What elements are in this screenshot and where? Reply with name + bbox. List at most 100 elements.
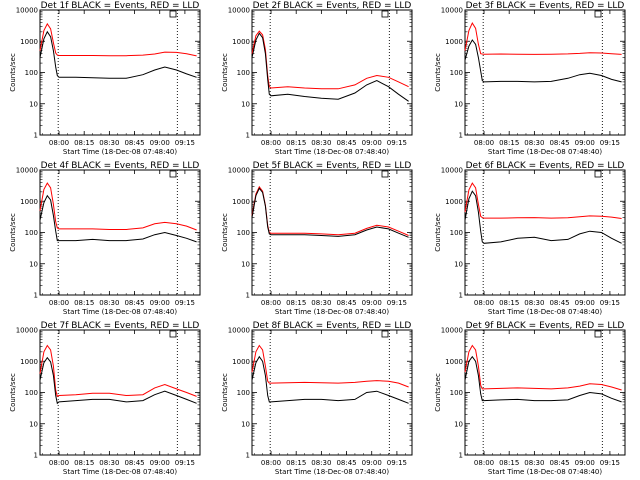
- x-tick-label: 08:00: [261, 139, 281, 147]
- series-events-line: [464, 39, 622, 83]
- panel-title: Det 1f BLACK = Events, RED = LLD: [41, 1, 200, 11]
- x-tick-label: 08:45: [124, 139, 144, 147]
- x-axis-label: Start Time (18-Dec-08 07:48:40): [275, 148, 389, 156]
- x-tick-label: 08:30: [524, 299, 544, 307]
- y-tick-label: 100: [237, 229, 250, 237]
- y-tick-label: 10000: [441, 167, 463, 175]
- x-tick-label: 08:30: [311, 299, 331, 307]
- y-tick-label: 10000: [228, 327, 250, 335]
- x-tick-label: 08:15: [74, 459, 94, 467]
- x-tick-label: 08:15: [74, 299, 94, 307]
- x-tick-label: 08:30: [311, 139, 331, 147]
- plot-frame: [251, 9, 413, 136]
- series-lld-line: [464, 22, 622, 55]
- panel-marker-box: [169, 170, 177, 178]
- y-tick-label: 10: [241, 260, 250, 268]
- x-tick-label: 08:00: [49, 459, 69, 467]
- panel-6: Det 6f BLACK = Events, RED = LLD 1 10 100 10…: [434, 161, 626, 316]
- x-tick-label: 08:15: [286, 139, 306, 147]
- y-axis-label: Counts/sec: [434, 213, 442, 252]
- x-tick-label: 08:00: [49, 299, 69, 307]
- x-tick-label: 09:00: [575, 139, 595, 147]
- x-tick-label: 08:45: [124, 459, 144, 467]
- y-tick-label: 10000: [16, 7, 38, 15]
- x-tick-label: 08:00: [474, 299, 494, 307]
- x-axis-label: Start Time (18-Dec-08 07:48:40): [488, 148, 602, 156]
- panel-marker-box: [594, 170, 602, 178]
- y-tick-label: 1: [34, 132, 38, 140]
- panel-marker-box: [594, 330, 602, 338]
- panel-marker-box: [594, 10, 602, 18]
- x-tick-label: 08:45: [549, 299, 569, 307]
- series-lld-line: [39, 182, 197, 231]
- y-tick-label: 100: [237, 389, 250, 397]
- y-tick-label: 1: [459, 452, 463, 460]
- panel-marker-box: [169, 10, 177, 18]
- x-tick-label: 08:45: [549, 459, 569, 467]
- series-lld-line: [39, 22, 197, 57]
- series-events-line: [464, 190, 622, 244]
- x-tick-label: 08:30: [99, 459, 119, 467]
- y-tick-label: 10000: [441, 327, 463, 335]
- y-tick-label: 10: [29, 420, 38, 428]
- x-tick-label: 09:15: [387, 139, 407, 147]
- x-tick-label: 09:15: [175, 299, 195, 307]
- x-axis-label: Start Time (18-Dec-08 07:48:40): [275, 308, 389, 316]
- x-tick-label: 08:45: [124, 299, 144, 307]
- series-events-line: [464, 355, 622, 403]
- y-tick-label: 1: [246, 292, 250, 300]
- plot-frame: [251, 169, 413, 296]
- y-axis-label: Counts/sec: [221, 373, 229, 412]
- series-events-line: [251, 355, 409, 404]
- panel-7: Det 7f BLACK = Events, RED = LLD 1 10 100 10…: [9, 321, 201, 476]
- x-tick-label: 09:00: [362, 459, 382, 467]
- y-tick-label: 10000: [16, 167, 38, 175]
- x-tick-label: 08:30: [311, 459, 331, 467]
- y-tick-label: 1000: [232, 358, 250, 366]
- plot-frame: [39, 169, 201, 296]
- y-tick-label: 100: [25, 229, 38, 237]
- panel-marker-box: [381, 170, 389, 178]
- x-axis-label: Start Time (18-Dec-08 07:48:40): [63, 468, 177, 476]
- series-events-line: [251, 187, 409, 238]
- series-lld-line: [464, 344, 622, 391]
- x-tick-label: 08:00: [474, 139, 494, 147]
- x-tick-label: 08:30: [524, 459, 544, 467]
- x-tick-label: 09:00: [150, 139, 170, 147]
- panel-marker-box: [381, 330, 389, 338]
- y-tick-label: 10: [454, 420, 463, 428]
- plot-frame: [251, 329, 413, 456]
- y-axis-label: Counts/sec: [221, 213, 229, 252]
- y-tick-label: 10: [29, 100, 38, 108]
- y-tick-label: 10: [454, 260, 463, 268]
- x-tick-label: 08:45: [336, 299, 356, 307]
- y-tick-label: 100: [25, 69, 38, 77]
- x-tick-label: 08:00: [261, 299, 281, 307]
- x-tick-label: 09:00: [362, 139, 382, 147]
- series-events-line: [39, 356, 197, 405]
- x-tick-label: 09:00: [575, 299, 595, 307]
- panel-title: Det 6f BLACK = Events, RED = LLD: [466, 161, 625, 171]
- panel-title: Det 3f BLACK = Events, RED = LLD: [466, 1, 625, 11]
- plot-frame: [39, 329, 201, 456]
- x-tick-label: 09:00: [362, 299, 382, 307]
- x-tick-label: 08:15: [74, 139, 94, 147]
- panel-1: Det 1f BLACK = Events, RED = LLD 1 10 100 10…: [9, 1, 201, 156]
- series-lld-line: [251, 185, 409, 236]
- x-axis-label: Start Time (18-Dec-08 07:48:40): [275, 468, 389, 476]
- x-tick-label: 08:45: [336, 459, 356, 467]
- y-tick-label: 10: [241, 100, 250, 108]
- x-tick-label: 08:00: [261, 459, 281, 467]
- y-tick-label: 1: [246, 132, 250, 140]
- x-tick-label: 08:45: [336, 139, 356, 147]
- panel-3: Det 3f BLACK = Events, RED = LLD 1 10 100 10…: [434, 1, 626, 156]
- y-tick-label: 1000: [445, 38, 463, 46]
- x-tick-label: 09:15: [175, 459, 195, 467]
- series-events-line: [39, 194, 197, 243]
- panel-5: Det 5f BLACK = Events, RED = LLD 1 10 100 10…: [221, 161, 413, 316]
- y-tick-label: 100: [450, 229, 463, 237]
- series-lld-line: [251, 30, 409, 90]
- series-lld-line: [464, 182, 622, 219]
- x-tick-label: 09:00: [150, 459, 170, 467]
